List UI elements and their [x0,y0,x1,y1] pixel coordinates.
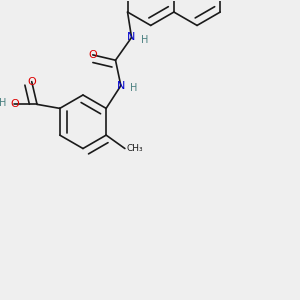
Text: O: O [10,99,19,110]
Text: CH₃: CH₃ [126,144,143,153]
Text: O: O [88,50,97,60]
Text: N: N [117,81,125,91]
Text: O: O [27,76,36,87]
Text: H: H [0,98,7,108]
Text: H: H [130,83,138,93]
Text: H: H [141,35,148,45]
Text: N: N [128,32,136,43]
